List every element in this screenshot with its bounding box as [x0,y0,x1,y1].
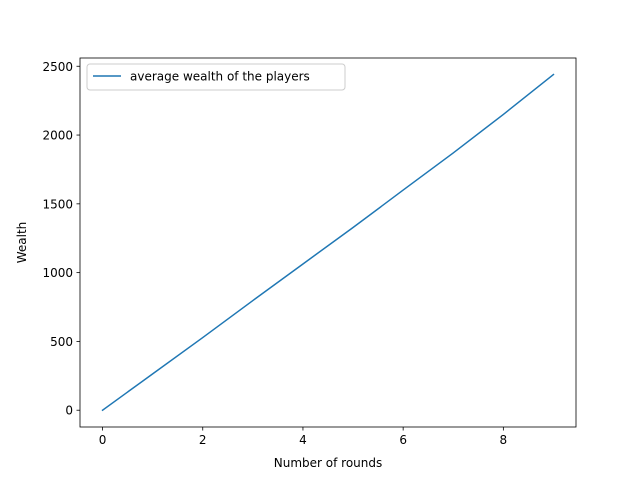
x-tick-label: 4 [299,433,307,447]
plot-area [80,58,576,427]
y-tick-label: 2500 [42,60,73,74]
axes-layer: 0 2 4 6 8 0 500 1000 1500 2000 2500 [42,57,577,447]
y-tick-label: 0 [65,404,73,418]
data-point [503,114,504,115]
data-point [352,227,353,228]
data-point [453,152,454,153]
data-point [202,337,203,338]
y-tick-label: 2000 [42,129,73,143]
x-tick-label: 2 [199,433,207,447]
x-axis-label: Number of rounds [274,456,383,470]
legend-box [86,63,346,91]
series-line-0 [101,73,555,412]
data-point [553,74,554,75]
legend: average wealth of the players [86,63,346,91]
x-tick-label: 8 [500,433,508,447]
axes-frame [79,57,577,428]
y-tick-label: 1500 [42,197,73,211]
y-tick-label: 500 [50,335,73,349]
data-point [152,373,153,374]
y-axis-label: Wealth [15,222,29,264]
y-tick-label: 1000 [42,266,73,280]
x-tick-label: 6 [399,433,407,447]
series-layer [101,73,555,412]
x-tick-label: 0 [99,433,107,447]
data-point [102,410,103,411]
legend-label: average wealth of the players [130,70,310,84]
data-point [252,300,253,301]
data-point [403,189,404,190]
data-point [302,263,303,264]
